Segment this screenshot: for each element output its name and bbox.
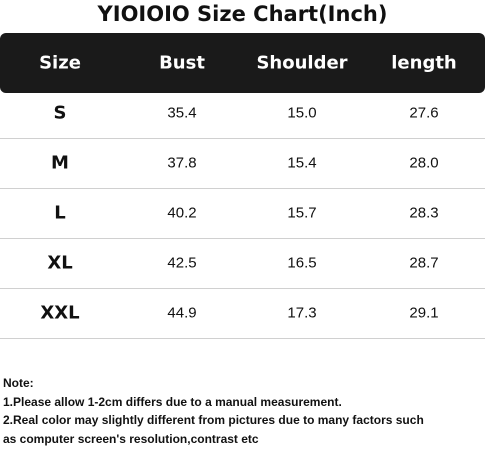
value-cell: 15.0 bbox=[287, 104, 317, 122]
row-separator bbox=[0, 188, 485, 189]
note-line: as computer screen's resolution,contrast… bbox=[3, 431, 259, 446]
header-row bbox=[0, 33, 485, 93]
note-line: 1.Please allow 1-2cm differs due to a ma… bbox=[3, 394, 342, 409]
size-cell: M bbox=[51, 152, 69, 174]
value-cell: 16.5 bbox=[287, 254, 317, 272]
value-cell: 29.1 bbox=[409, 304, 439, 322]
value-cell: 35.4 bbox=[167, 104, 197, 122]
value-cell: 40.2 bbox=[167, 204, 197, 222]
row-separator bbox=[0, 338, 485, 339]
header-cell: Size bbox=[39, 52, 81, 74]
row-separator bbox=[0, 238, 485, 239]
value-cell: 28.7 bbox=[409, 254, 439, 272]
size-cell: XL bbox=[47, 252, 73, 274]
header-cell: Shoulder bbox=[256, 52, 348, 74]
title: YIOIOIO Size Chart(Inch) bbox=[97, 2, 388, 26]
value-cell: 28.3 bbox=[409, 204, 439, 222]
row-separator bbox=[0, 138, 485, 139]
value-cell: 44.9 bbox=[167, 304, 197, 322]
note-line: Note: bbox=[3, 376, 34, 390]
value-cell: 27.6 bbox=[409, 104, 439, 122]
value-cell: 42.5 bbox=[167, 254, 197, 272]
header-cell: length bbox=[391, 52, 457, 74]
header-cell: Bust bbox=[159, 52, 205, 74]
size-cell: XXL bbox=[40, 302, 80, 324]
row-separator bbox=[0, 288, 485, 289]
value-cell: 15.7 bbox=[287, 204, 317, 222]
value-cell: 37.8 bbox=[167, 154, 197, 172]
value-cell: 15.4 bbox=[287, 154, 317, 172]
value-cell: 28.0 bbox=[409, 154, 439, 172]
size-cell: S bbox=[53, 102, 67, 124]
value-cell: 17.3 bbox=[287, 304, 317, 322]
size-cell: L bbox=[54, 202, 66, 224]
note-line: 2.Real color may slightly different from… bbox=[3, 413, 424, 427]
